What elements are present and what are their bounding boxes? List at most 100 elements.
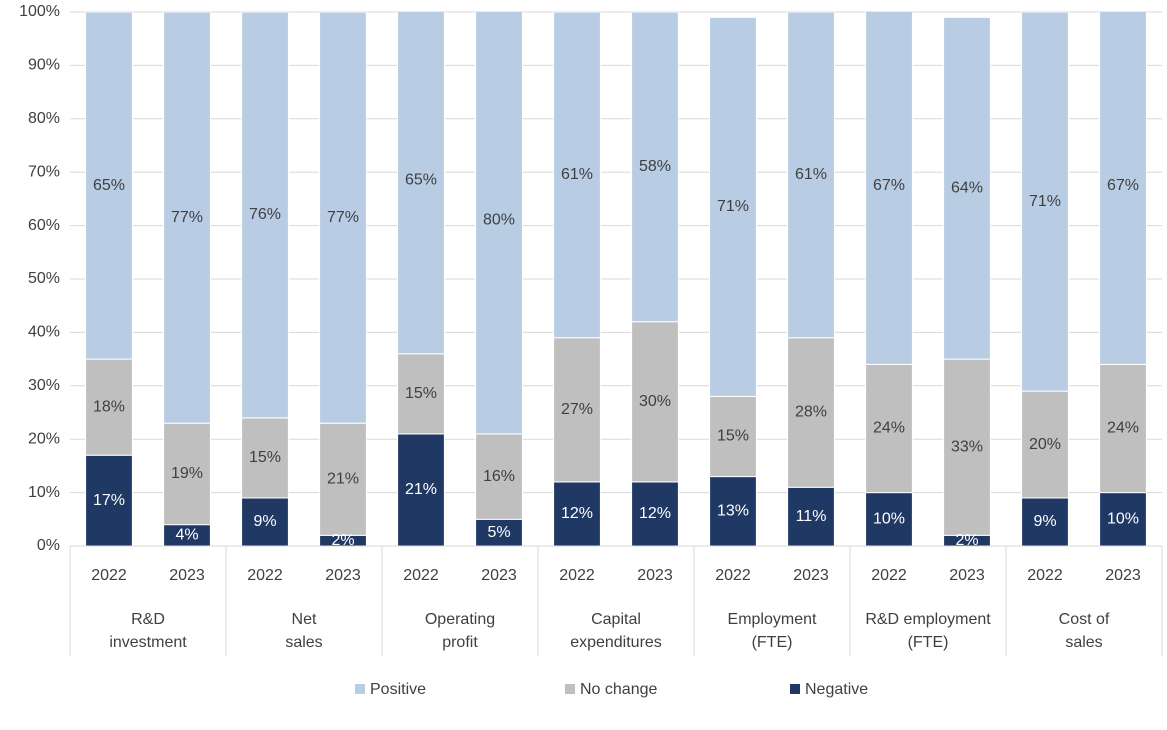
group-label: R&D xyxy=(131,611,165,628)
data-label: 19% xyxy=(171,465,203,482)
group-label: Net xyxy=(292,611,317,628)
data-label: 9% xyxy=(1033,513,1056,530)
x-tick-label: 2023 xyxy=(481,567,517,584)
data-label: 9% xyxy=(253,513,276,530)
data-label: 13% xyxy=(717,503,749,520)
bar-segment xyxy=(1021,12,1069,392)
bar-segment xyxy=(631,481,679,546)
data-label: 24% xyxy=(1107,420,1139,437)
bar-segment xyxy=(85,454,133,546)
data-label: 20% xyxy=(1029,436,1061,453)
y-tick-label: 70% xyxy=(28,163,60,180)
group-label: expenditures xyxy=(570,634,662,651)
data-label: 80% xyxy=(483,211,515,228)
x-tick-label: 2023 xyxy=(793,567,829,584)
bar-segment xyxy=(631,12,679,323)
bar-segment xyxy=(475,12,523,435)
data-label: 64% xyxy=(951,179,983,196)
bar-segment xyxy=(787,486,835,546)
bar-segment xyxy=(553,481,601,546)
x-tick-label: 2022 xyxy=(1027,567,1063,584)
group-label: investment xyxy=(109,634,187,651)
data-label: 10% xyxy=(873,511,905,528)
bar-segment xyxy=(553,337,601,483)
data-label: 27% xyxy=(561,401,593,418)
data-label: 12% xyxy=(639,505,671,522)
bar-segment xyxy=(163,12,211,424)
data-label: 28% xyxy=(795,404,827,421)
x-tick-label: 2022 xyxy=(559,567,595,584)
legend-swatch xyxy=(355,684,365,694)
legend-label: Positive xyxy=(370,681,426,698)
bars xyxy=(85,12,1147,546)
data-label: 12% xyxy=(561,505,593,522)
bar-segment xyxy=(163,422,211,526)
y-tick-label: 30% xyxy=(28,377,60,394)
data-label: 77% xyxy=(327,209,359,226)
data-label: 65% xyxy=(93,177,125,194)
data-label: 71% xyxy=(1029,193,1061,210)
data-label: 4% xyxy=(175,527,198,544)
y-tick-label: 40% xyxy=(28,324,60,341)
data-label: 11% xyxy=(796,508,827,525)
x-tick-label: 2023 xyxy=(1105,567,1141,584)
bar-segment xyxy=(241,417,289,499)
data-label: 67% xyxy=(873,177,905,194)
data-label: 17% xyxy=(93,492,125,509)
bar-segment xyxy=(475,518,523,546)
data-label: 15% xyxy=(405,385,437,402)
x-tick-label: 2022 xyxy=(403,567,439,584)
group-label: Cost of xyxy=(1059,611,1110,628)
bar-segment xyxy=(865,363,913,494)
data-label: 18% xyxy=(93,398,125,415)
x-tick-label: 2022 xyxy=(91,567,127,584)
bar-segment xyxy=(787,12,835,339)
x-tick-label: 2022 xyxy=(715,567,751,584)
group-label: (FTE) xyxy=(908,634,949,651)
bar-segment xyxy=(709,395,757,478)
data-label: 65% xyxy=(405,171,437,188)
data-label: 33% xyxy=(951,438,983,455)
x-tick-label: 2022 xyxy=(871,567,907,584)
group-label: Employment xyxy=(728,611,817,628)
y-tick-label: 80% xyxy=(28,110,60,127)
data-label: 71% xyxy=(717,198,749,215)
bar-segment xyxy=(1021,390,1069,499)
data-label: 77% xyxy=(171,209,203,226)
data-label: 2% xyxy=(955,532,978,549)
bar-segment xyxy=(631,321,679,483)
data-label: 21% xyxy=(327,470,359,487)
y-tick-label: 100% xyxy=(19,3,60,20)
data-label: 2% xyxy=(331,532,354,549)
bar-segment xyxy=(709,16,757,397)
x-tick-label: 2023 xyxy=(949,567,985,584)
group-label: sales xyxy=(1065,634,1102,651)
data-label: 16% xyxy=(483,468,515,485)
legend-swatch xyxy=(565,684,575,694)
group-label: (FTE) xyxy=(752,634,793,651)
bar-segment xyxy=(1099,12,1147,365)
data-label: 24% xyxy=(873,420,905,437)
bar-segment xyxy=(1021,497,1069,546)
bar-segment xyxy=(865,492,913,546)
y-tick-label: 90% xyxy=(28,57,60,74)
data-label: 61% xyxy=(561,166,593,183)
bar-segment xyxy=(865,12,913,365)
bar-segment xyxy=(553,12,601,339)
y-tick-label: 50% xyxy=(28,270,60,287)
data-label: 30% xyxy=(639,393,671,410)
data-label: 67% xyxy=(1107,177,1139,194)
bar-segment xyxy=(1099,363,1147,494)
bar-segment xyxy=(943,358,991,536)
group-label: R&D employment xyxy=(865,611,991,628)
bar-segment xyxy=(85,358,133,456)
data-label: 15% xyxy=(717,428,749,445)
bar-segment xyxy=(85,12,133,360)
group-label: sales xyxy=(285,634,322,651)
data-label: 21% xyxy=(405,481,437,498)
legend-swatch xyxy=(790,684,800,694)
bar-segment xyxy=(709,476,757,546)
group-label: Operating xyxy=(425,611,495,628)
data-label: 58% xyxy=(639,158,671,175)
